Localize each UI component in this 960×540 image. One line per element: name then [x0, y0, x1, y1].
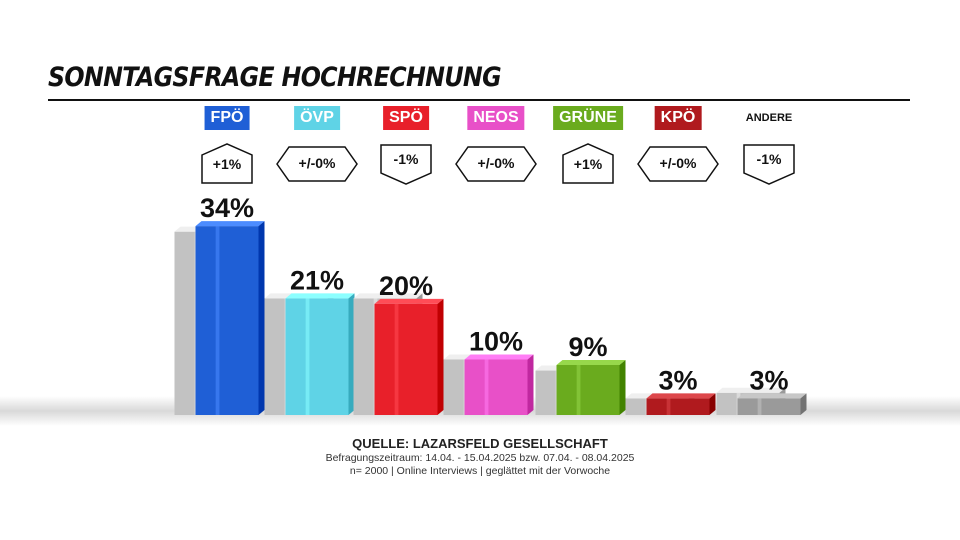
- bar-andere: [737, 393, 807, 415]
- badge-outline: [637, 146, 719, 182]
- badge-shape-flat: [276, 146, 358, 182]
- party-label-sp: SPÖ: [383, 106, 429, 130]
- party-label-neos: NEOS: [467, 106, 525, 130]
- sample-info: n= 2000 | Online Interviews | geglättet …: [349, 465, 611, 477]
- bar-sp-front: [374, 303, 438, 415]
- bar-sp-highlight: [394, 303, 399, 415]
- bar-neos-top: [464, 354, 534, 360]
- bar-kp-top: [646, 393, 716, 399]
- change-badge-vp: +/-0%: [276, 143, 358, 185]
- bar-kp-front: [646, 398, 710, 415]
- bar-grne-front: [556, 365, 620, 415]
- party-label-vp: ÖVP: [294, 106, 340, 130]
- bar-andere-top: [737, 393, 807, 399]
- value-label-fp: 34%: [200, 193, 254, 223]
- value-label-neos: 10%: [469, 326, 523, 356]
- change-badge-andere: -1%: [728, 143, 810, 185]
- bar-fp-top: [195, 221, 265, 227]
- change-badge-neos: +/-0%: [455, 143, 537, 185]
- change-badge-grne: +1%: [547, 143, 629, 185]
- bar-neos-side: [527, 354, 534, 415]
- bar-vp-front: [285, 298, 349, 415]
- badge-outline: [276, 146, 358, 182]
- change-value-grne: +1%: [573, 156, 603, 172]
- change-value-kp: +/-0%: [659, 155, 697, 171]
- bar-fp-front: [195, 226, 259, 415]
- bar-sp: [374, 298, 444, 415]
- badge-outline: [743, 144, 795, 185]
- change-value-fp: +1%: [212, 156, 242, 172]
- badge-shape-down: [380, 144, 432, 185]
- bar-andere-front: [737, 398, 801, 415]
- bar-vp-top: [285, 293, 355, 299]
- bar-previous-andere-top: [716, 387, 786, 393]
- bar-kp-side: [709, 393, 716, 415]
- bar-kp-highlight: [666, 398, 671, 415]
- bar-fp-highlight: [215, 226, 220, 415]
- badge-shape-flat: [455, 146, 537, 182]
- bar-vp-highlight: [305, 298, 310, 415]
- badge-outline: [201, 143, 253, 184]
- badge-shape-down: [743, 144, 795, 185]
- source-label: QUELLE: LAZARSFELD GESELLSCHAFT: [352, 436, 608, 451]
- bar-grne-top: [556, 360, 626, 365]
- bar-previous-sp-top: [353, 293, 423, 299]
- chart-title: SONNTAGSFRAGE HOCHRECHNUNG: [48, 62, 502, 93]
- value-label-grne: 9%: [568, 332, 607, 362]
- party-label-andere: ANDERE: [745, 112, 793, 124]
- bar-kp: [646, 393, 716, 415]
- bar-grne-side: [619, 360, 626, 415]
- badge-outline: [562, 143, 614, 184]
- bar-chart: 34% 21% 20% 10% 9% 3% 3%: [0, 193, 960, 426]
- bar-fp: [195, 221, 265, 415]
- change-value-andere: -1%: [756, 151, 782, 167]
- change-value-vp: +/-0%: [298, 155, 336, 171]
- bar-andere-side: [800, 393, 807, 415]
- value-label-andere: 3%: [749, 365, 788, 395]
- bar-neos-front: [464, 359, 528, 415]
- value-label-sp: 20%: [379, 271, 433, 301]
- change-value-sp: -1%: [393, 151, 419, 167]
- change-badge-sp: -1%: [365, 143, 447, 185]
- badge-shape-up: [562, 143, 614, 184]
- footer: QUELLE: LAZARSFELD GESELLSCHAFT Befragun…: [0, 436, 960, 477]
- bar-andere-highlight: [757, 398, 762, 415]
- bar-neos: [464, 354, 534, 415]
- bar-grne-highlight: [576, 365, 581, 415]
- bar-fp-side: [258, 221, 265, 415]
- badge-outline: [455, 146, 537, 182]
- value-label-kp: 3%: [658, 365, 697, 395]
- bar-vp-side: [348, 293, 355, 415]
- change-badge-kp: +/-0%: [637, 143, 719, 185]
- bar-grne: [556, 360, 626, 415]
- survey-period: Befragungszeitraum: 14.04. - 15.04.2025 …: [325, 452, 635, 464]
- value-label-vp: 21%: [290, 265, 344, 295]
- change-value-neos: +/-0%: [477, 155, 515, 171]
- bar-sp-side: [437, 298, 444, 415]
- bar-vp: [285, 293, 355, 415]
- bar-neos-highlight: [484, 359, 489, 415]
- badge-shape-flat: [637, 146, 719, 182]
- title-underline: [48, 99, 910, 101]
- party-label-grne: GRÜNE: [553, 106, 623, 130]
- badge-outline: [380, 144, 432, 185]
- change-badge-fp: +1%: [186, 143, 268, 185]
- party-label-kp: KPÖ: [654, 106, 702, 130]
- badge-shape-up: [201, 143, 253, 184]
- bar-sp-top: [374, 298, 444, 304]
- party-label-fp: FPÖ: [204, 106, 250, 130]
